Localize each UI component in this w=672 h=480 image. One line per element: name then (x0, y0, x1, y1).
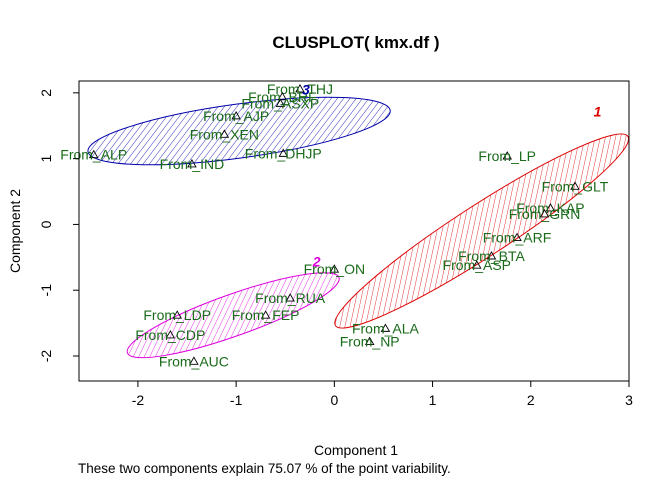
x-tick-label: -2 (132, 392, 145, 408)
point-label-from-lp: From_LP (478, 148, 536, 164)
x-axis: -2 -1 0 1 2 3 (132, 381, 633, 408)
point-marker-from-asxp (275, 98, 286, 107)
point-label-from-bta: From_BTA (458, 248, 525, 264)
point-label-from-ala: From_ALA (352, 320, 420, 336)
point-marker-from-dhjp (278, 148, 289, 157)
point-marker-from-arf (512, 232, 522, 242)
point-marker-from-grn (539, 208, 550, 218)
y-axis-label: Component 2 (7, 189, 23, 273)
x-tick-label: 2 (527, 392, 535, 408)
point-label-from-auc: From_AUC (159, 353, 229, 369)
point-label-from-kap: From_KAP (516, 200, 584, 216)
variability-caption: These two components explain 75.07 % of … (78, 461, 451, 476)
point-label-from-asp: From_ASP (443, 257, 511, 273)
cluster-3-ellipse (87, 96, 391, 166)
point-label-from-grn: From_GRN (509, 206, 581, 222)
point-marker-from-ldp (172, 310, 182, 319)
point-marker-from-ind (187, 158, 197, 168)
point-marker-from-xen (219, 129, 230, 138)
point-marker-from-cdp (165, 330, 176, 339)
chart-title: CLUSPLOT( kmx.df ) (272, 33, 439, 52)
y-axis: -2 -1 0 1 2 (38, 89, 79, 362)
point-label-from-np: From_NP (340, 334, 400, 350)
point-marker-from-brf (277, 91, 288, 101)
y-tick-label: 2 (38, 89, 54, 97)
point-marker-from-on (329, 264, 340, 273)
point-marker-from-fep (260, 310, 271, 319)
point-marker-from-auc (189, 356, 199, 365)
y-tick-label: 0 (38, 220, 54, 228)
point-marker-from-ajp (231, 110, 241, 120)
point-label-from-glt: From_GLT (542, 178, 609, 194)
point-label-from-xen: From_XEN (190, 126, 259, 142)
point-label-from-fep: From_FEP (232, 307, 300, 323)
point-label-from-ldp: From_LDP (143, 307, 211, 323)
cluster-1-label: 1 (594, 103, 602, 119)
point-marker-from-glt (570, 181, 580, 190)
point-label-from-ajp: From_AJP (203, 108, 269, 124)
y-tick-label: 1 (38, 155, 54, 163)
point-marker-from-thj (295, 83, 305, 93)
point-label-from-alp: From_ALP (60, 147, 127, 163)
point-label-from-cdp: From_CDP (135, 327, 205, 343)
point-marker-from-kap (545, 203, 556, 212)
point-marker-from-alp (88, 149, 99, 159)
cluster-labels: 1 2 3 (302, 82, 602, 270)
point-marker-from-bta (486, 251, 497, 260)
point-label-from-thj: From_THJ (267, 81, 333, 97)
point-label-from-brf: From_BRF (248, 89, 316, 105)
point-label-from-arf: From_ARF (483, 230, 551, 246)
point-marker-from-ala (380, 323, 391, 332)
x-tick-label: -1 (230, 392, 243, 408)
y-tick-label: -2 (38, 350, 54, 363)
plot-frame (78, 80, 630, 382)
cluster-2-ellipse (126, 272, 340, 359)
point-marker-from-rua (285, 293, 295, 302)
point-label-from-rua: From_RUA (255, 290, 326, 306)
point-marker-from-lp (502, 151, 512, 160)
x-tick-label: 3 (625, 392, 633, 408)
cluster-2-label: 2 (312, 253, 321, 269)
point-label-from-dhjp: From_DHJP (245, 145, 322, 161)
x-axis-label: Component 1 (314, 442, 398, 458)
x-tick-label: 0 (330, 392, 338, 408)
cluster-ellipses (87, 96, 629, 359)
cluster-3-label: 3 (302, 82, 310, 98)
y-tick-label: -1 (38, 284, 54, 297)
point-label-from-on: From_ON (304, 261, 365, 277)
point-marker-from-asp (471, 260, 482, 269)
point-label-from-ind: From_IND (160, 156, 225, 172)
x-tick-label: 1 (429, 392, 437, 408)
point-label-from-asxp: From_ASXP (241, 95, 319, 111)
point-marker-from-np (364, 336, 375, 345)
cluster-1-ellipse (334, 133, 629, 329)
